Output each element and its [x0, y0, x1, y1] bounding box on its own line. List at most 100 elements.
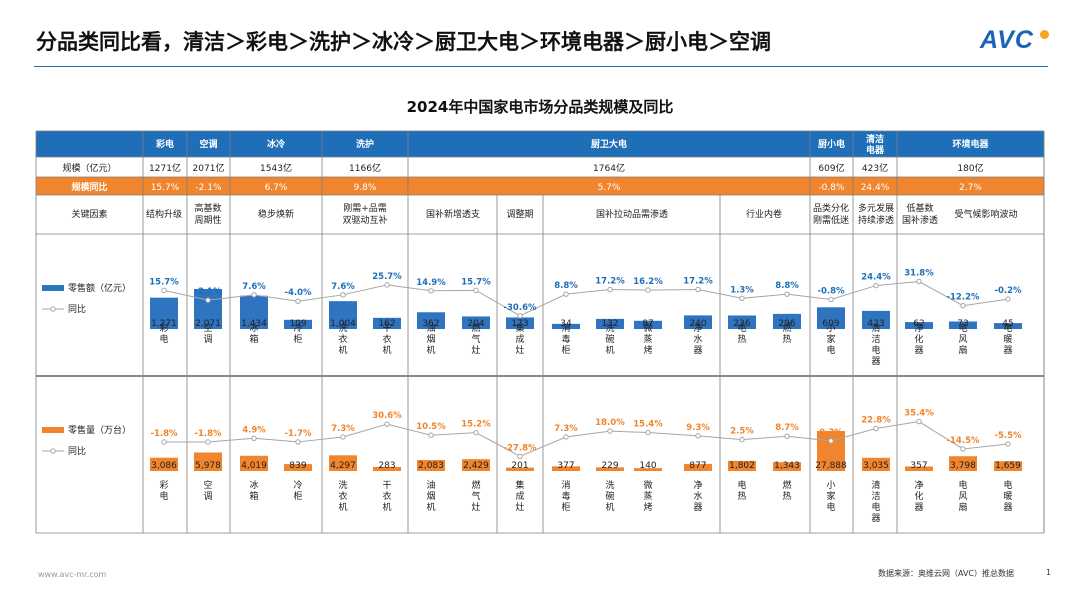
bar-value-sales_volume-9: 377	[557, 461, 574, 471]
yoy-label-sales_volume-6: 10.5%	[416, 422, 446, 432]
group-yoy-0: 15.7%	[151, 183, 180, 193]
category-label-sales_value-20: 电暖器	[1003, 322, 1012, 356]
bar-sales_value-11	[634, 320, 662, 329]
category-label-sales_volume-19: 电风扇	[958, 479, 967, 513]
bar-sales_value-0	[150, 297, 178, 329]
chart-title: 2024年中国家电市场分品类规模及同比	[406, 98, 674, 116]
bar-value-sales_volume-3: 839	[289, 461, 306, 471]
yoy-label-sales_value-13: 17.2%	[683, 277, 713, 287]
bar-value-sales_value-1: 2,071	[195, 319, 221, 329]
bar-value-sales_value-13: 240	[689, 319, 706, 329]
group-header-2: 冰冷	[267, 138, 285, 150]
bar-sales_value-8	[506, 317, 534, 329]
bar-sales_value-6	[417, 312, 445, 329]
yoy-point-sales_value-8	[517, 313, 523, 319]
yoy-point-sales_value-5	[384, 282, 390, 288]
group-scale-4: 1764亿	[593, 162, 625, 174]
yoy-label-sales_volume-16: 0.3%	[819, 428, 843, 438]
bar-sales_volume-16	[817, 431, 845, 471]
factor-0-0: 结构升级	[146, 208, 182, 220]
factor-1-1: 周期性	[194, 214, 221, 226]
bar-value-sales_value-6: 362	[422, 319, 439, 329]
category-label-sales_volume-3: 冷柜	[293, 479, 302, 502]
yoy-point-sales_value-6	[428, 288, 434, 294]
category-label-sales_value-3: 冷柜	[293, 322, 302, 345]
yoy-label-sales_volume-13: 9.3%	[686, 423, 710, 433]
legend-line-label: 同比	[68, 445, 86, 457]
yoy-label-sales_volume-20: -5.5%	[994, 431, 1022, 441]
category-label-sales_value-11: 微蒸烤	[643, 322, 652, 356]
factor-5-0: 品类分化	[813, 202, 849, 214]
group-header-4: 厨卫大电	[591, 138, 627, 150]
yoy-point-sales_volume-5	[384, 421, 390, 427]
bar-value-sales_value-10: 132	[601, 319, 618, 329]
yoy-label-sales_volume-2: 4.9%	[242, 425, 266, 435]
category-label-sales_volume-11: 微蒸烤	[643, 479, 652, 513]
category-label-sales_volume-8: 集成灶	[515, 479, 524, 513]
bar-value-sales_value-2: 1,434	[241, 319, 267, 329]
yoy-point-sales_value-15	[784, 291, 790, 297]
category-label-sales_volume-1: 空调	[203, 479, 212, 502]
yoy-label-sales_value-16: -0.8%	[817, 286, 845, 296]
yoy-label-sales_volume-11: 15.4%	[633, 420, 663, 430]
group-header-0: 彩电	[155, 138, 174, 150]
yoy-label-sales_volume-19: -14.5%	[946, 436, 979, 446]
factor-1-0: 高基数	[194, 202, 221, 214]
page-number: 1	[1046, 568, 1052, 577]
bar-sales_volume-14	[728, 460, 756, 471]
bar-sales_volume-19	[949, 456, 977, 471]
bar-sales_volume-20	[994, 461, 1022, 471]
bar-value-sales_volume-1: 5,978	[195, 461, 221, 471]
bar-value-sales_volume-2: 4,019	[241, 461, 267, 471]
group-header-label-part: 电器	[866, 144, 885, 156]
yoy-label-sales_volume-0: -1.8%	[150, 429, 178, 439]
factor-4-1: 调整期	[506, 208, 533, 220]
category-label-sales_volume-16: 小家电	[826, 480, 835, 513]
yoy-point-sales_value-17	[873, 282, 879, 289]
yoy-point-sales_volume-17	[873, 425, 879, 432]
bar-value-sales_volume-7: 2,429	[463, 461, 489, 471]
yoy-label-sales_volume-5: 30.6%	[372, 411, 402, 421]
category-label-sales_volume-9: 消毒柜	[561, 479, 570, 513]
bar-value-sales_value-3: 109	[289, 319, 306, 329]
category-label-sales_value-16: 小家电	[826, 323, 835, 356]
bar-sales_value-16	[817, 307, 845, 329]
yoy-point-sales_volume-15	[784, 433, 790, 439]
legend-bar-label: 零售额（亿元）	[68, 282, 131, 294]
factor-4-0: 国补新增透支	[426, 208, 480, 220]
slide-title: 分品类同比看，清洁＞彩电＞洗护＞冰冷＞厨卫大电＞环境电器＞厨小电＞空调	[36, 30, 771, 54]
category-label-sales_volume-7: 燃气灶	[471, 479, 480, 513]
bar-value-sales_volume-10: 229	[601, 461, 618, 471]
factor-7-1: 国补渗透	[902, 214, 938, 226]
bar-value-sales_value-5: 162	[378, 319, 395, 329]
bar-sales_volume-10	[596, 467, 624, 471]
bar-value-sales_volume-20: 1,659	[995, 461, 1021, 471]
bar-sales_volume-9	[552, 466, 580, 471]
yoy-point-sales_volume-3	[295, 439, 301, 445]
bar-value-sales_volume-8: 201	[511, 461, 528, 471]
bar-sales_volume-0	[150, 457, 178, 471]
yoy-label-sales_volume-9: 7.3%	[554, 424, 578, 434]
yoy-label-sales_value-3: -4.0%	[284, 288, 312, 298]
yoy-label-sales_value-9: 8.8%	[554, 281, 578, 291]
bar-sales_volume-3	[284, 464, 312, 471]
yoy-label-sales_volume-7: 15.2%	[461, 420, 491, 430]
row-label-factors: 关键因素	[71, 208, 107, 220]
bar-value-sales_value-11: 87	[642, 319, 653, 329]
header-band	[36, 131, 1044, 157]
bar-sales_value-19	[949, 321, 977, 329]
yoy-point-sales_value-9	[563, 291, 569, 297]
yoy-label-sales_value-19: -12.2%	[946, 293, 979, 303]
factor-4-2: 国补拉动品需渗透	[596, 208, 668, 220]
bar-value-sales_value-20: 45	[1002, 319, 1013, 329]
bar-value-sales_volume-18: 357	[910, 461, 927, 471]
yoy-label-sales_value-10: 17.2%	[595, 277, 625, 287]
bar-sales_volume-1	[194, 452, 222, 471]
yoy-label-sales_volume-14: 2.5%	[730, 427, 754, 437]
yoy-point-sales_value-11	[645, 287, 651, 293]
yoy-point-sales_value-13	[695, 286, 701, 293]
yoy-label-sales_volume-15: 8.7%	[775, 423, 799, 433]
yoy-label-sales_value-11: 16.2%	[633, 277, 663, 287]
yoy-point-sales_volume-9	[563, 434, 569, 440]
